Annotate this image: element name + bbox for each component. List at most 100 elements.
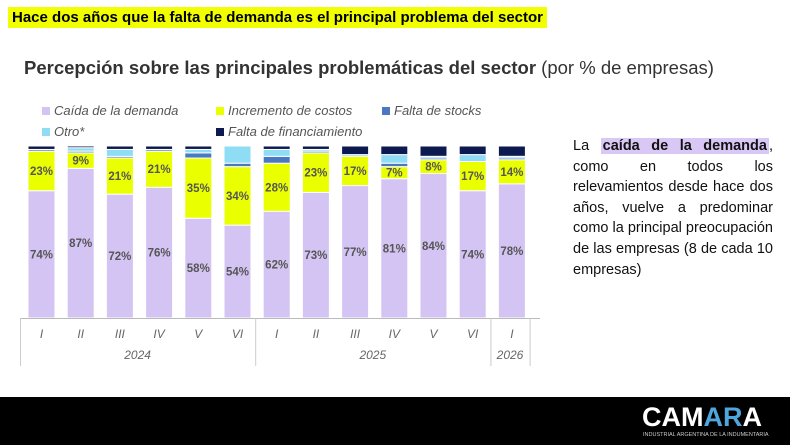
data-label: 28% (265, 182, 288, 194)
bar-segment (105, 157, 134, 195)
bar-segment (184, 152, 213, 159)
legend-label: Incremento de costos (228, 103, 353, 118)
bar-segment (497, 183, 526, 319)
bar-segment (262, 210, 291, 319)
x-tick-label: III (115, 327, 126, 341)
data-label: 35% (187, 183, 210, 195)
data-label: 74% (30, 249, 53, 261)
bar-segment (301, 145, 330, 150)
legend-swatch (42, 128, 50, 136)
data-label: 17% (461, 171, 484, 183)
x-tick-label: I (40, 327, 44, 341)
bar-segment (262, 145, 291, 150)
data-label: 74% (461, 249, 484, 261)
bar-segment (301, 152, 330, 193)
bar-segment (145, 150, 174, 188)
bar-segment (184, 217, 213, 319)
bar-segment (184, 148, 213, 154)
logo-part: A (742, 402, 763, 432)
legend-item: Otro* (42, 124, 84, 139)
data-label: 81% (383, 243, 406, 255)
legend-item: Falta de financiamiento (216, 124, 362, 139)
bar-segment (262, 162, 291, 212)
data-label: 21% (148, 164, 171, 176)
data-label: 9% (72, 156, 89, 168)
data-label: 7% (386, 168, 403, 180)
data-label: 73% (304, 250, 327, 262)
legend-swatch (216, 107, 224, 115)
year-label: 2024 (123, 348, 151, 362)
side-text-post: , como en todos los relevamientos desde … (573, 138, 773, 278)
x-tick-label: VI (232, 327, 244, 341)
bar-segment (66, 147, 95, 152)
bar-segment (301, 191, 330, 319)
data-label: 76% (148, 248, 171, 260)
bar-segment (27, 145, 56, 150)
chart-title: Percepción sobre las principales problem… (24, 57, 714, 79)
bar-segment (419, 173, 448, 319)
x-tick-label: I (510, 327, 514, 341)
x-tick-label: III (350, 327, 361, 341)
data-label: 78% (500, 246, 523, 258)
legend-label: Otro* (54, 124, 85, 139)
headline-banner: Hace dos años que la falta de demanda es… (8, 7, 548, 28)
bar-segment (262, 148, 291, 157)
bar-segment (27, 190, 56, 319)
bar-segment (105, 145, 134, 150)
legend-label: Caída de la demanda (54, 103, 179, 118)
x-tick-label: II (77, 327, 84, 341)
x-tick-label: I (275, 327, 279, 341)
data-label: 84% (422, 241, 445, 253)
x-tick-label: IV (153, 327, 165, 341)
bar-segment (458, 190, 487, 319)
legend-swatch (216, 128, 224, 136)
data-label: 72% (108, 251, 131, 263)
bar-segment (223, 162, 252, 168)
bar-segment (66, 145, 95, 149)
logo-part: CAM (642, 402, 704, 432)
bar-segment (497, 145, 526, 157)
side-highlight: caída de la demanda (600, 138, 769, 154)
data-label: 17% (344, 166, 367, 178)
x-tick-label: V (194, 327, 203, 341)
bar-segment (184, 145, 213, 150)
legend-swatch (382, 107, 390, 115)
bar-segment (341, 145, 370, 156)
x-tick-label: VI (467, 327, 479, 341)
bar-segment (341, 185, 370, 319)
legend-item: Caída de la demanda (42, 103, 178, 118)
legend-item: Falta de stocks (382, 103, 481, 118)
bar-segment (223, 224, 252, 319)
legend-label: Falta de stocks (394, 103, 482, 118)
bar-segment (223, 166, 252, 226)
bar-segment (262, 155, 291, 164)
data-label: 34% (226, 191, 249, 203)
chart-title-unit: (por % de empresas) (536, 57, 714, 78)
data-label: 77% (344, 247, 367, 259)
footer-bar (0, 397, 790, 445)
bar-segment (458, 154, 487, 162)
data-label: 62% (265, 260, 288, 272)
camara-logo: CAMARA (642, 404, 762, 431)
bar-segment (497, 159, 526, 185)
bar-segment (380, 145, 409, 156)
bar-segment (458, 145, 487, 156)
bar-segment (223, 145, 252, 164)
legend-label: Falta de financiamiento (228, 124, 363, 139)
x-tick-label: II (313, 327, 320, 341)
data-label: 8% (425, 162, 442, 174)
data-label: 58% (187, 263, 210, 275)
bar-segment (105, 148, 134, 157)
data-label: 23% (304, 168, 327, 180)
data-label: 87% (69, 238, 92, 250)
bar-segment (380, 162, 409, 168)
data-label: 14% (500, 167, 523, 179)
x-tick-label: V (429, 327, 438, 341)
legend-item: Incremento de costos (216, 103, 352, 118)
side-text-pre: La (573, 138, 601, 154)
bar-segment (419, 145, 448, 157)
logo-subtitle: INDUSTRIAL ARGENTINA DE LA INDUMENTARIA (643, 432, 769, 438)
data-label: 21% (108, 171, 131, 183)
data-label: 23% (30, 166, 53, 178)
year-label: 2026 (496, 348, 524, 362)
